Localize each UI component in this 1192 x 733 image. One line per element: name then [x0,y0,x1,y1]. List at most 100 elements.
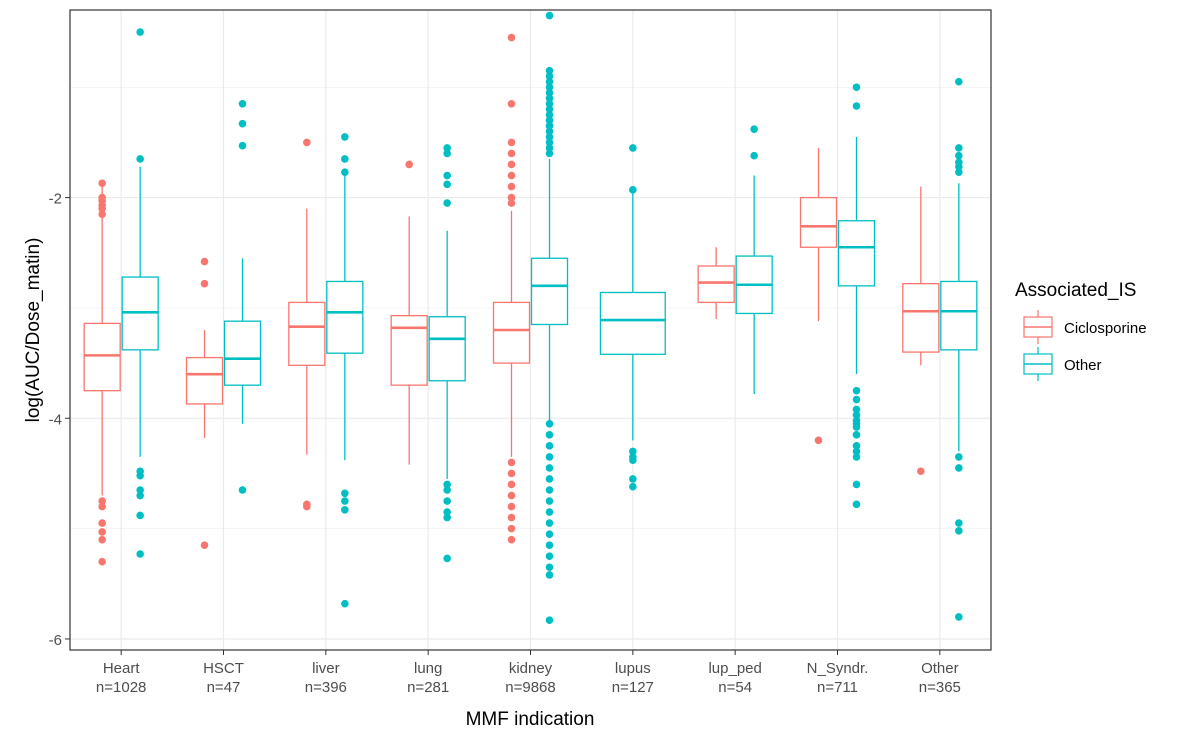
outlier-point [136,511,144,520]
outlier-point [507,33,516,42]
outlier-point [629,475,637,483]
outlier-point [341,168,349,177]
outlier-point [545,99,554,108]
box-iqr [599,291,666,355]
outlier-point [238,119,247,128]
legend: Associated_IS Ciclosporine Other [1015,280,1147,381]
outlier-point [545,419,554,428]
outlier-point [443,171,451,180]
outlier-point [200,541,209,549]
legend-label: Other [1064,357,1102,374]
outlier-point [955,144,963,152]
outlier-point [917,467,925,476]
outlier-point [443,513,451,522]
box-iqr [390,315,428,386]
outlier-point [545,149,554,158]
outlier-point [750,151,758,160]
outlier-point [136,28,144,36]
x-tick-count-label: n=9868 [505,679,555,696]
outlier-point [443,486,451,494]
outlier-point [629,456,637,465]
outlier-point [507,193,516,202]
box-iqr [697,265,735,304]
x-tick-count-label: n=1028 [96,679,146,696]
outlier-point [545,138,554,147]
outlier-point [405,160,413,169]
box-other-other [940,77,978,621]
box-iqr [799,196,838,248]
outlier-point [955,464,963,472]
outlier-point [629,447,637,456]
outlier-point [443,149,451,158]
outlier-point [545,144,554,152]
outlier-point [545,563,554,572]
x-axis: Heart n=1028 HSCT n=47 liver n=396 lung n=281 ki… [96,650,961,696]
x-tick-count-label: n=711 [817,679,858,696]
outlier-point [136,471,144,480]
outlier-point [507,199,516,207]
outlier-point [545,133,554,141]
outlier-point [545,127,554,136]
outlier-point [200,257,209,266]
box-other-liver [326,133,364,608]
box-ciclosporine-other [902,186,940,476]
box-other-lupus [599,144,666,491]
outlier-point [545,442,554,450]
box-ciclosporine-lung [390,160,428,465]
x-tick-label: N_Syndr. [807,660,869,677]
box-iqr [83,322,121,392]
outlier-point [507,138,516,147]
outlier-point [955,527,963,535]
outlier-point [955,162,963,171]
outlier-point [852,431,861,439]
box-other-heart [121,28,159,558]
outlier-point [852,102,861,110]
x-tick-label: kidney [509,660,553,677]
box-iqr [428,316,466,382]
outlier-point [545,77,554,86]
box-other-lung [428,144,466,563]
outlier-point [852,386,861,395]
outlier-point [136,486,144,494]
box-iqr [902,283,940,353]
outlier-point [507,149,516,158]
outlier-point [545,571,554,579]
outlier-point [341,489,349,498]
outlier-point [545,111,554,119]
outlier-point [852,453,861,461]
box-ciclosporine-kidney [492,33,531,544]
outlier-point [98,210,106,218]
y-tick-label: -2 [49,191,62,208]
outlier-point [507,469,516,478]
box-iqr [185,356,224,405]
outlier-point [545,66,554,75]
outlier-point [238,141,247,150]
outlier-point [443,180,451,189]
outlier-point [98,528,106,536]
x-tick-label: lung [414,660,442,677]
outlier-point [341,506,349,514]
outlier-point [136,550,144,558]
outlier-point [507,99,516,108]
box-ciclosporine-n-syndr- [799,147,838,445]
y-axis: -6 -4 -2 [49,191,70,649]
outlier-point [955,168,963,177]
outlier-point [507,171,516,180]
outlier-point [545,122,554,130]
outlier-point [545,88,554,97]
box-iqr [326,280,364,354]
outlier-point [507,480,516,489]
outlier-point [98,519,106,527]
x-tick-label: HSCT [203,660,244,677]
x-tick-label: Heart [103,660,141,677]
box-ciclosporine-lup-ped [697,247,735,319]
outlier-point [545,72,554,81]
outlier-point [629,144,637,152]
outlier-point [545,105,554,114]
outlier-point [545,552,554,561]
legend-label: Ciclosporine [1064,320,1147,337]
outlier-point [852,405,861,414]
box-iqr [492,301,531,364]
outlier-point [507,524,516,533]
outlier-point [98,179,106,188]
